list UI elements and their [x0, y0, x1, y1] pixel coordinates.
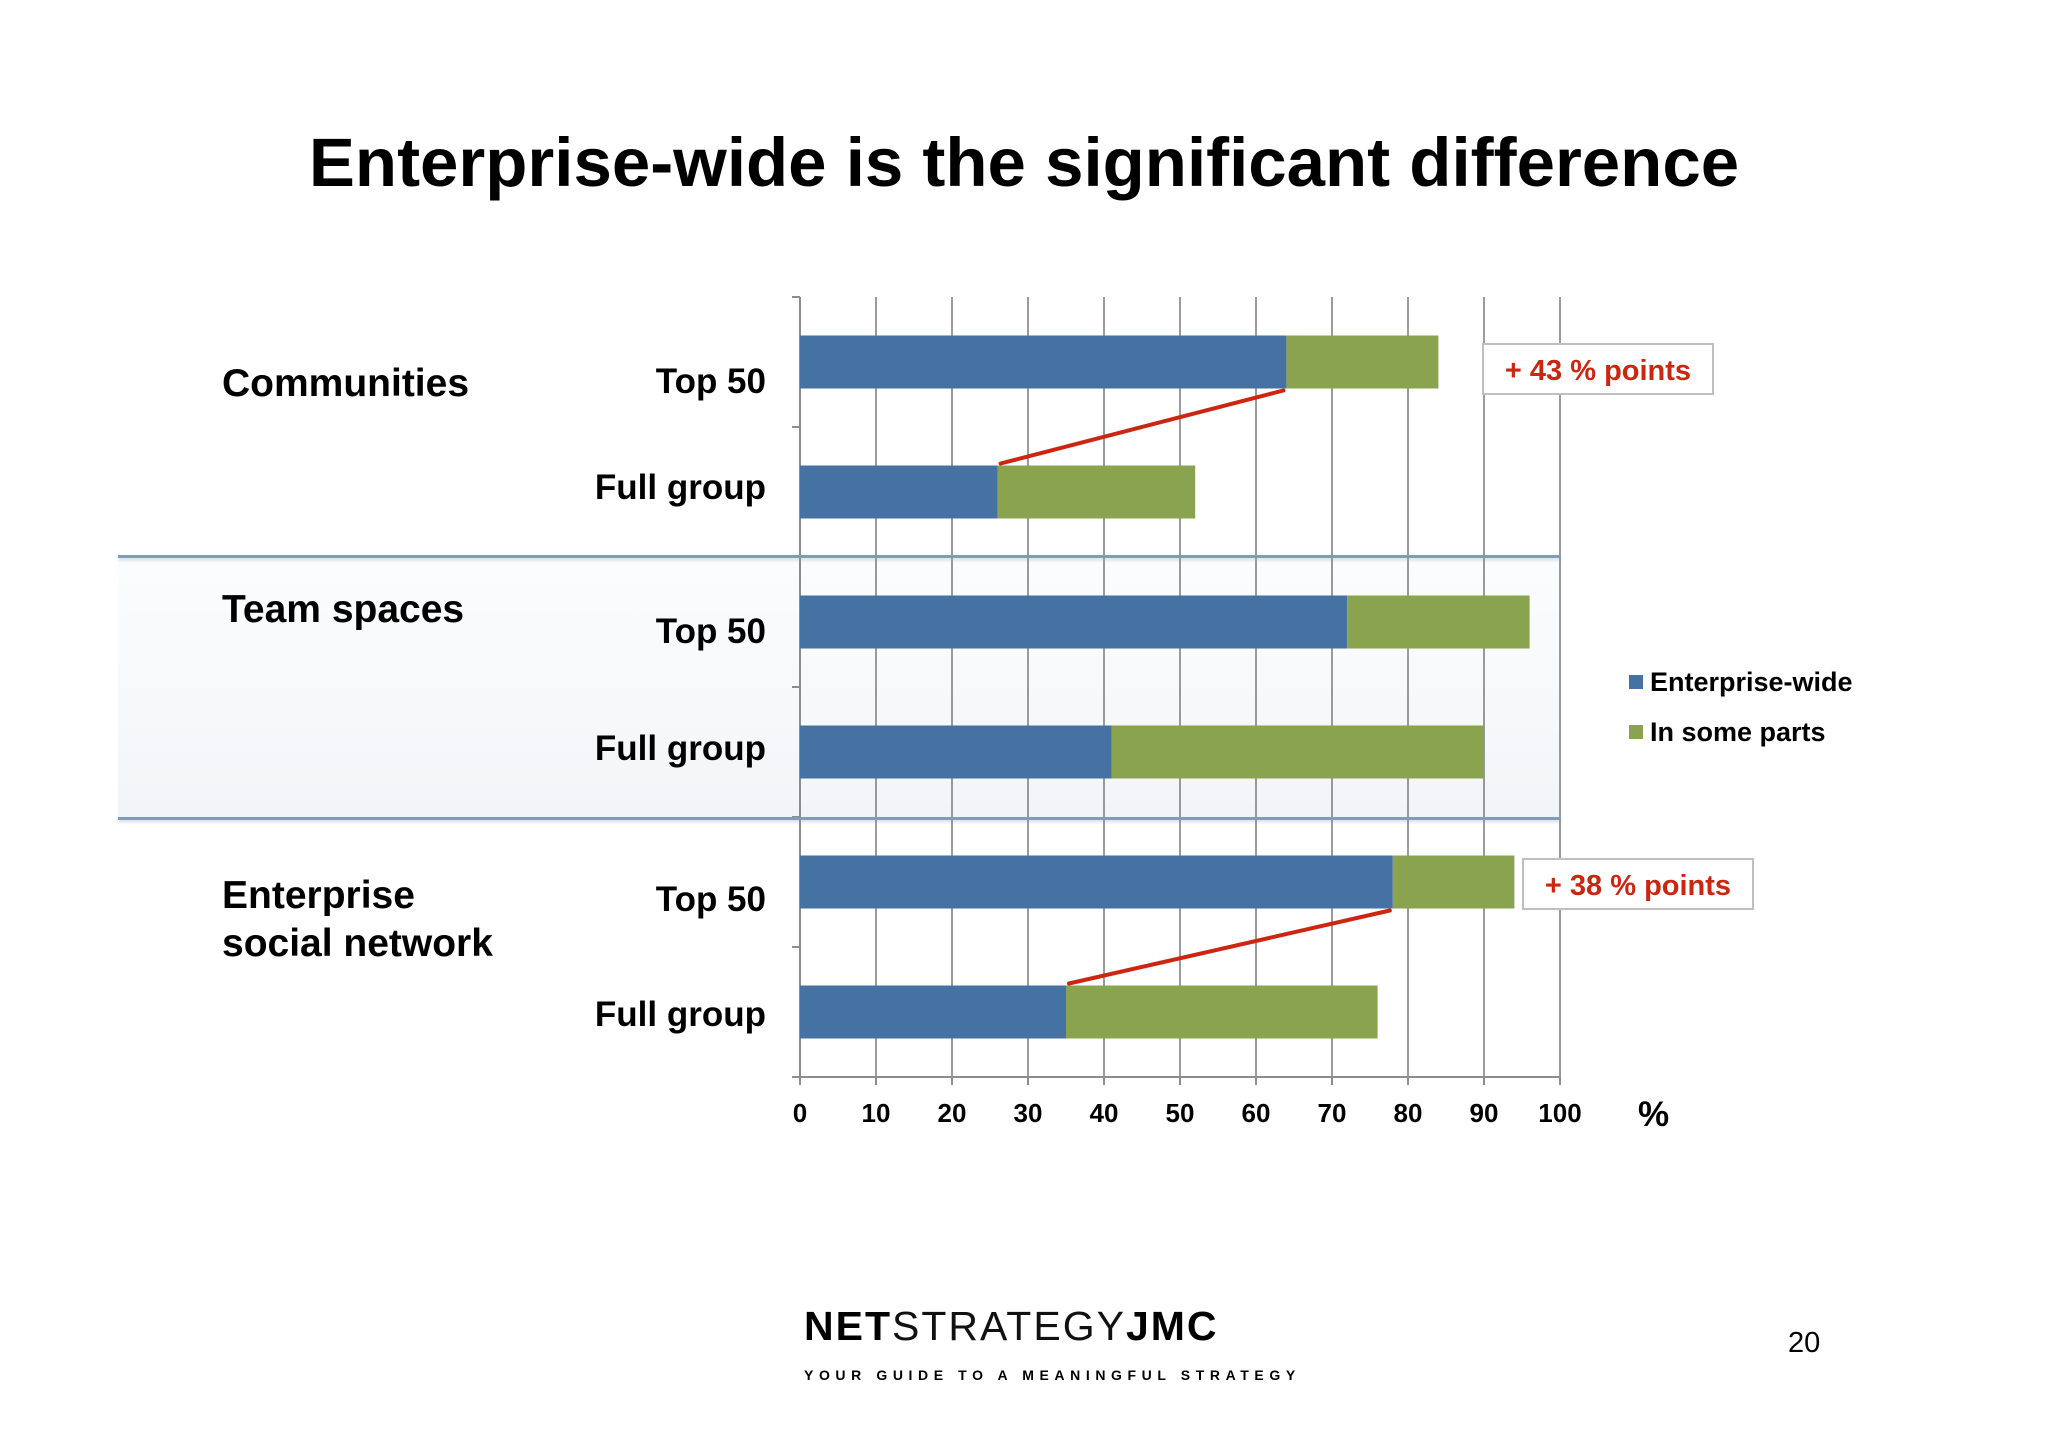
row-label-communities-full: Full group [594, 468, 766, 507]
legend-label-enterprise-wide: Enterprise-wide [1650, 666, 1853, 697]
group-separator-2 [118, 817, 1561, 820]
company-logo: NETSTRATEGYJMC [804, 1306, 1219, 1347]
logo-part-strategy: STRATEGY [892, 1303, 1126, 1349]
bar-in-some-parts [997, 465, 1196, 519]
x-tick-label: 90 [1470, 1098, 1499, 1128]
x-tick-label: 60 [1242, 1098, 1271, 1128]
slide-title: Enterprise-wide is the significant diffe… [308, 124, 1740, 201]
x-axis-unit-label: % [1638, 1095, 1670, 1134]
difference-line [998, 388, 1286, 466]
bar-in-some-parts [1392, 855, 1515, 909]
row-label-esn-top50: Top 50 [655, 880, 766, 919]
logo-tagline: YOUR GUIDE TO A MEANINGFUL STRATEGY [804, 1367, 1301, 1383]
legend-item-in-some-parts: In some parts [1629, 716, 1826, 748]
callout-esn-difference: + 38 % points [1522, 858, 1754, 910]
x-tick-label: 10 [862, 1098, 891, 1128]
bar-in-some-parts [1111, 725, 1484, 779]
row-label-esn-full: Full group [594, 995, 766, 1034]
difference-line [1067, 908, 1392, 986]
group-label-line-2: social network [222, 922, 493, 965]
row-label-communities-top50: Top 50 [655, 362, 766, 401]
group-separator-1 [118, 555, 1561, 558]
x-tick-label: 0 [793, 1098, 807, 1128]
logo-part-jmc: JMC [1125, 1303, 1219, 1349]
legend-swatch-in-some-parts [1629, 725, 1643, 739]
x-tick-label: 20 [938, 1098, 967, 1128]
group-label-enterprise-social-network: Enterprise social network [222, 872, 493, 968]
bar-in-some-parts [1286, 335, 1439, 389]
callout-communities-difference: + 43 % points [1482, 343, 1714, 395]
x-tick-label: 40 [1090, 1098, 1119, 1128]
bar-enterprise-wide [800, 855, 1393, 909]
x-tick-label: 50 [1166, 1098, 1195, 1128]
bar-enterprise-wide [800, 335, 1287, 389]
bar-enterprise-wide [800, 465, 998, 519]
group-label-team-spaces: Team spaces [222, 588, 465, 631]
bar-enterprise-wide [800, 725, 1112, 779]
page-number: 20 [1788, 1327, 1821, 1359]
logo-part-net: NET [804, 1303, 892, 1349]
bar-enterprise-wide [800, 985, 1066, 1039]
legend-label-in-some-parts: In some parts [1650, 716, 1826, 747]
x-tick-label: 30 [1014, 1098, 1043, 1128]
bar-enterprise-wide [800, 595, 1348, 649]
x-tick-label: 80 [1394, 1098, 1423, 1128]
group-label-communities: Communities [222, 362, 470, 405]
group-label-line-1: Enterprise [222, 874, 415, 917]
x-tick-label: 70 [1318, 1098, 1347, 1128]
x-tick-label: 100 [1538, 1098, 1581, 1128]
row-label-team-full: Full group [594, 729, 766, 768]
legend-item-enterprise-wide: Enterprise-wide [1629, 666, 1853, 698]
bar-in-some-parts [1066, 985, 1378, 1039]
bar-in-some-parts [1347, 595, 1530, 649]
row-label-team-top50: Top 50 [655, 612, 766, 651]
legend-swatch-enterprise-wide [1629, 675, 1643, 689]
